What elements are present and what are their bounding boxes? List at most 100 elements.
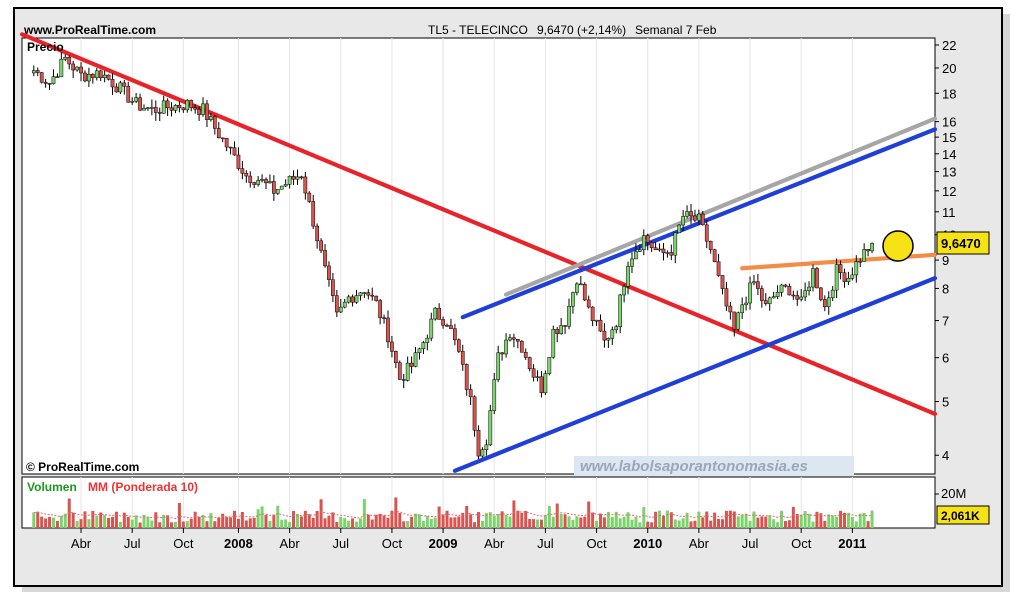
candle-body [394,351,398,363]
candle-body [464,364,469,390]
volume-bar [268,520,272,528]
volume-bar [473,522,477,528]
volume-bar [429,518,433,528]
candle-body [854,261,859,276]
volume-bar [201,515,205,528]
volume-bar [508,516,512,528]
candle-body [697,213,701,221]
candle-body [783,284,788,287]
candle-body [484,444,489,450]
candle-body [736,312,741,330]
candle-body [397,362,402,380]
volume-bar [571,519,575,528]
volume-bar [111,517,115,528]
candle-body [130,101,135,103]
candle-body [51,76,56,84]
candle-body [779,284,784,293]
volume-bar [335,521,339,528]
x-tick-label: Oct [586,536,607,551]
volume-bar [528,518,532,528]
last-price-highlight [882,230,914,262]
candle-body [539,376,544,394]
volume-bar [299,516,303,528]
candle-body [661,248,666,253]
volume-bar [433,517,437,528]
volume-bar [319,499,323,528]
volume-bar [130,519,134,528]
candle-body [531,368,536,378]
candle-body [307,192,312,202]
volume-bar [689,521,693,528]
volume-bar [445,510,449,528]
candle-body [386,317,390,343]
volume-bar [398,512,402,528]
candle-body [693,215,697,221]
candle-body [189,100,194,109]
volume-bar [720,519,724,528]
candle-body [118,82,123,93]
volume-bar [158,522,162,528]
volume-bar [449,517,453,528]
candle-body [822,299,827,308]
candle-body [63,56,68,60]
volume-bar [272,514,276,528]
volume-bar [51,517,55,528]
volume-bar [477,512,480,528]
candle-body [622,286,626,296]
candle-body [244,173,249,177]
candle-body [31,70,36,74]
volume-bar [705,511,709,528]
price-axis: 45678910111213141516182022 [935,38,956,463]
candle-body [114,86,119,93]
y-tick-label: 20 [942,61,956,76]
candle-body [264,179,268,184]
candle-body [763,300,768,304]
candle-body [712,249,717,262]
volume-bar [799,514,803,528]
volume-bar [610,516,614,528]
volume-bar [583,516,587,528]
volume-bar [858,513,862,528]
volume-bar [783,521,787,528]
volume-bar [276,505,280,528]
candle-body [327,265,331,280]
volume-bar [484,513,488,528]
candle-body [437,307,441,320]
volume-bar [642,507,646,528]
candle-body [834,264,839,291]
y-tick-label: 22 [942,38,956,53]
volume-bar [803,511,807,528]
candle-body [563,325,567,327]
candle-body [401,379,406,381]
candle-body [59,58,64,78]
candle-body [590,306,595,321]
candle-body [421,342,426,350]
volume-bar [185,521,189,528]
volume-bar [842,512,846,528]
volume-bar [181,521,185,528]
candle-body [201,103,205,115]
volume-bar [236,518,240,528]
volume-bar [138,522,142,528]
volume-bar [221,513,225,528]
candle-body [811,268,815,288]
candle-body [610,329,615,339]
candle-body [236,154,241,169]
candle-body [862,249,867,262]
volume-bar [709,520,713,528]
volume-bar [626,512,630,528]
y-tick-label: 6 [942,351,949,366]
candle-body [492,379,497,411]
candle-body [838,264,843,273]
volume-bar [567,516,571,528]
volume-bar [91,510,95,528]
volume-bar [406,521,410,528]
candle-body [323,250,327,267]
volume-bar [32,512,36,528]
volume-bar [563,514,567,528]
volume-bar [355,521,359,528]
volume-bar [807,514,811,528]
candle-body [826,297,831,308]
candle-body [299,176,304,179]
candle-body [480,449,485,457]
